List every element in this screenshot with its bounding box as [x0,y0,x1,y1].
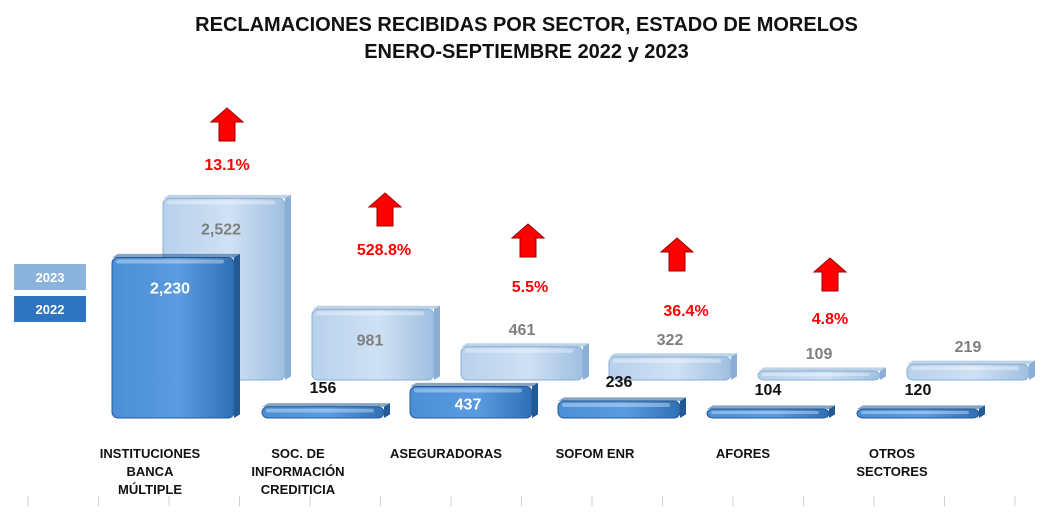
x-tick-label: SOC. DE INFORMACIÓN CREDITICIA [251,446,344,497]
value-label-2023: 461 [509,322,536,339]
bar-2023 [311,305,440,381]
legend-label: 2022 [36,302,65,317]
value-label-2022: 104 [755,382,782,399]
change-label: 528.8% [357,242,411,259]
up-arrow-icon [812,257,848,292]
x-tick-label: AFORES [716,446,771,461]
bar-2022 [557,397,686,419]
bar-2022 [706,405,835,419]
value-label-2022: 156 [310,380,337,397]
value-label-2022: 437 [455,396,482,413]
chart-subtitle: ENERO-SEPTIEMBRE 2022 y 2023 [364,41,689,63]
x-tick-label: SOFOM ENR [556,446,635,461]
bar-2023 [906,360,1035,381]
bar-2022 [856,405,985,419]
x-axis-ticks [27,496,1016,506]
bar-2022 [261,403,390,419]
change-label: 5.5% [512,279,548,296]
change-label: 13.1% [204,157,249,174]
bar-2022 [409,382,538,419]
change-label: 36.4% [663,303,708,320]
value-label-2023: 322 [657,332,684,349]
value-label-2022: 120 [905,382,932,399]
up-arrow-icon [367,192,403,227]
value-label-2023: 981 [357,332,384,349]
up-arrow-icon [659,237,695,272]
value-label-2022: 2,230 [150,280,190,297]
value-label-2023: 219 [955,339,982,356]
change-label: 4.8% [812,311,848,328]
bar-2023 [460,343,589,381]
value-label-2023: 2,522 [201,221,241,238]
bar-2023 [608,353,737,381]
up-arrow-icon [510,223,546,258]
legend: 2023 2022 [14,264,86,322]
legend-label: 2023 [36,270,65,285]
legend-item-2022: 2022 [14,296,86,322]
value-label-2023: 109 [806,346,833,363]
x-tick-label: OTROS SECTORES [856,446,928,479]
up-arrow-icon [209,107,245,142]
chart-title: RECLAMACIONES RECIBIDAS POR SECTOR, ESTA… [195,14,858,36]
x-tick-label: ASEGURADORAS [390,446,502,461]
x-tick-label: INSTITUCIONES BANCA MÚLTIPLE [100,446,201,497]
bar-2023 [757,367,886,381]
value-label-2022: 236 [606,374,633,391]
legend-item-2023: 2023 [14,264,86,290]
bar-2022 [111,253,240,419]
